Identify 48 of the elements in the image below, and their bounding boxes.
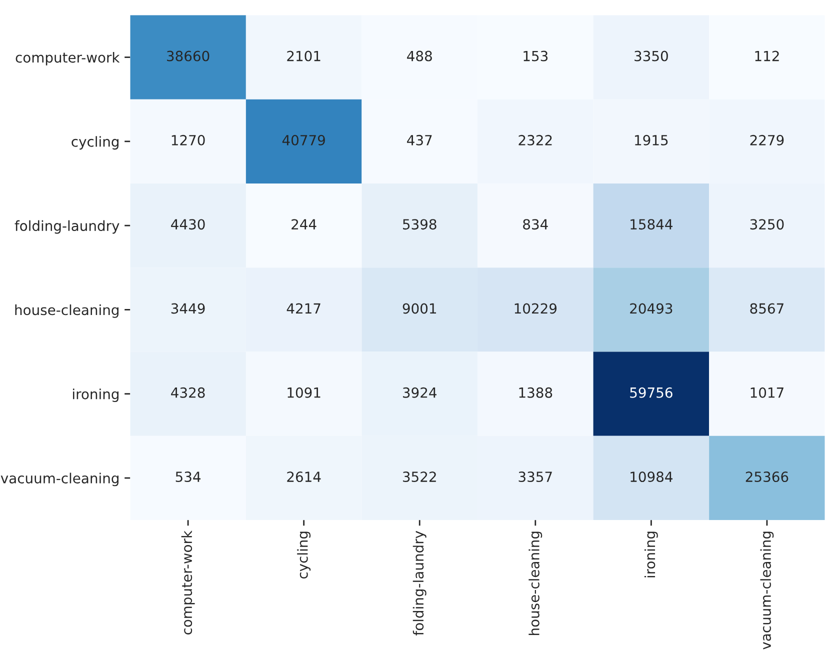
data-label: 38660 [167,50,210,62]
data-label: 3357 [518,472,552,482]
data-label: 2279 [750,134,784,146]
data-label: 4217 [286,303,320,314]
data-label: 20493 [630,303,672,314]
data-label: 1017 [750,387,784,398]
data-label: 59756 [630,387,672,398]
data-label: 112 [755,50,779,62]
x-tick-label: ironing [644,532,658,578]
y-tick-label: folding-laundry [14,220,120,234]
y-tick-label: cycling [72,136,118,150]
y-tick-label: house-cleaning [15,304,118,318]
data-label: 15844 [630,219,672,230]
data-label: 534 [176,472,201,482]
data-label: 5398 [403,219,436,230]
data-label: 153 [524,50,548,62]
data-label: 2101 [287,50,320,62]
x-tick-label: cycling [297,532,311,579]
data-label: 244 [292,219,316,230]
x-tick-label: house-cleaning [528,532,542,635]
data-label: 4328 [171,387,205,398]
data-label: 1270 [172,134,205,146]
y-tick-label: ironing [73,388,118,402]
data-label: 3350 [634,50,668,62]
data-label: 488 [407,50,432,62]
x-tick-label: computer-work [181,530,195,634]
data-label: 10984 [630,472,672,482]
data-label: 2322 [518,134,552,146]
data-label: 437 [407,134,432,146]
data-label: 3449 [171,303,205,314]
data-label: 3250 [750,219,784,230]
data-label: 2614 [287,472,321,482]
x-tick-label: folding-laundry [412,530,426,636]
data-label: 8567 [750,303,784,314]
y-tick-label: computer-work [16,52,120,66]
data-label: 4430 [171,219,205,230]
data-label: 3522 [403,472,436,482]
data-label: 834 [523,219,548,230]
data-label: 9001 [402,303,436,314]
y-tick-label: vacuum-cleaning [0,472,118,486]
data-label: 1388 [519,387,552,398]
data-label: 1915 [635,134,668,146]
x-tick-label: vacuum-cleaning [760,532,774,650]
data-label: 3924 [403,387,437,398]
data-label: 10229 [514,303,557,314]
data-label: 1091 [288,387,320,398]
data-label: 40779 [282,134,325,146]
data-label: 25366 [746,472,788,482]
